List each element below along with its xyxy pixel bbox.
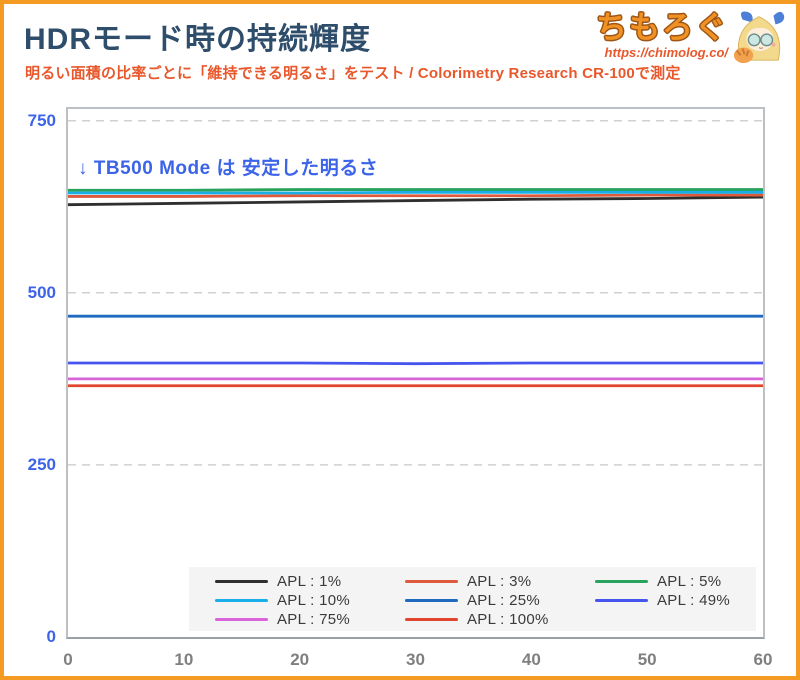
legend-swatch: [215, 617, 268, 622]
y-tick-label: 250: [27, 454, 56, 474]
legend-swatch: [215, 579, 268, 584]
legend-item: APL : 75%: [215, 611, 405, 628]
x-tick-label: 10: [174, 650, 194, 669]
plot-area: ↓ TB500 Mode は 安定した明るさ APL : 1% APL : 3% A…: [66, 107, 765, 639]
x-tick-label: 30: [406, 650, 425, 669]
legend-swatch: [215, 598, 268, 603]
legend-label: APL : 10%: [277, 592, 351, 609]
legend-swatch: [595, 598, 648, 603]
page-title: HDRモード時の持続輝度: [24, 23, 371, 56]
legend-item: APL : 3%: [405, 573, 595, 590]
series-line: [68, 193, 763, 198]
legend-item: APL : 10%: [215, 592, 405, 609]
series-line: [68, 190, 763, 195]
legend-swatch: [405, 598, 458, 603]
series-line: [68, 195, 763, 207]
y-tick-label: 500: [27, 282, 56, 302]
x-tick-label: 20: [290, 650, 310, 669]
site-logo-url: https://chimolog.co/: [604, 45, 729, 60]
x-tick-label: 60: [753, 650, 773, 669]
legend-label: APL : 5%: [657, 573, 722, 590]
legend-label: APL : 3%: [467, 573, 532, 590]
legend-label: APL : 100%: [467, 611, 549, 628]
legend-swatch: [405, 579, 458, 584]
mascot-icon: [733, 11, 785, 64]
legend-swatch: [405, 617, 458, 622]
series-line: [68, 188, 763, 192]
series-line: [68, 361, 763, 366]
legend-swatch: [595, 579, 648, 584]
y-tick-label: 750: [27, 110, 56, 130]
legend-item: APL : 100%: [405, 611, 595, 628]
x-tick-label: 50: [637, 650, 657, 669]
y-tick-label: 0: [46, 627, 56, 646]
chart-subtitle: 明るい面積の比率ごとに「維持できる明るさ」をテスト / Colorimetry …: [25, 65, 681, 82]
x-tick-label: 40: [521, 650, 541, 669]
legend-item: APL : 1%: [215, 573, 405, 590]
x-tick-label: 0: [63, 650, 73, 669]
site-logo: ちもろぐ https://chimolog.co/: [596, 8, 788, 64]
line-chart-canvas: [68, 119, 763, 466]
legend-label: APL : 75%: [277, 611, 351, 628]
site-logo-text: ちもろぐ: [596, 10, 728, 45]
legend-item: APL : 25%: [405, 592, 595, 609]
legend-label: APL : 25%: [467, 592, 541, 609]
legend-item: APL : 49%: [595, 592, 756, 609]
legend-label: APL : 1%: [277, 573, 342, 590]
chart-legend: APL : 1% APL : 3% APL : 5% APL : 10% APL : 2…: [189, 567, 756, 631]
legend-label: APL : 49%: [657, 592, 731, 609]
chart-annotation: ↓ TB500 Mode は 安定した明るさ: [78, 158, 379, 179]
legend-item: APL : 5%: [595, 573, 756, 590]
